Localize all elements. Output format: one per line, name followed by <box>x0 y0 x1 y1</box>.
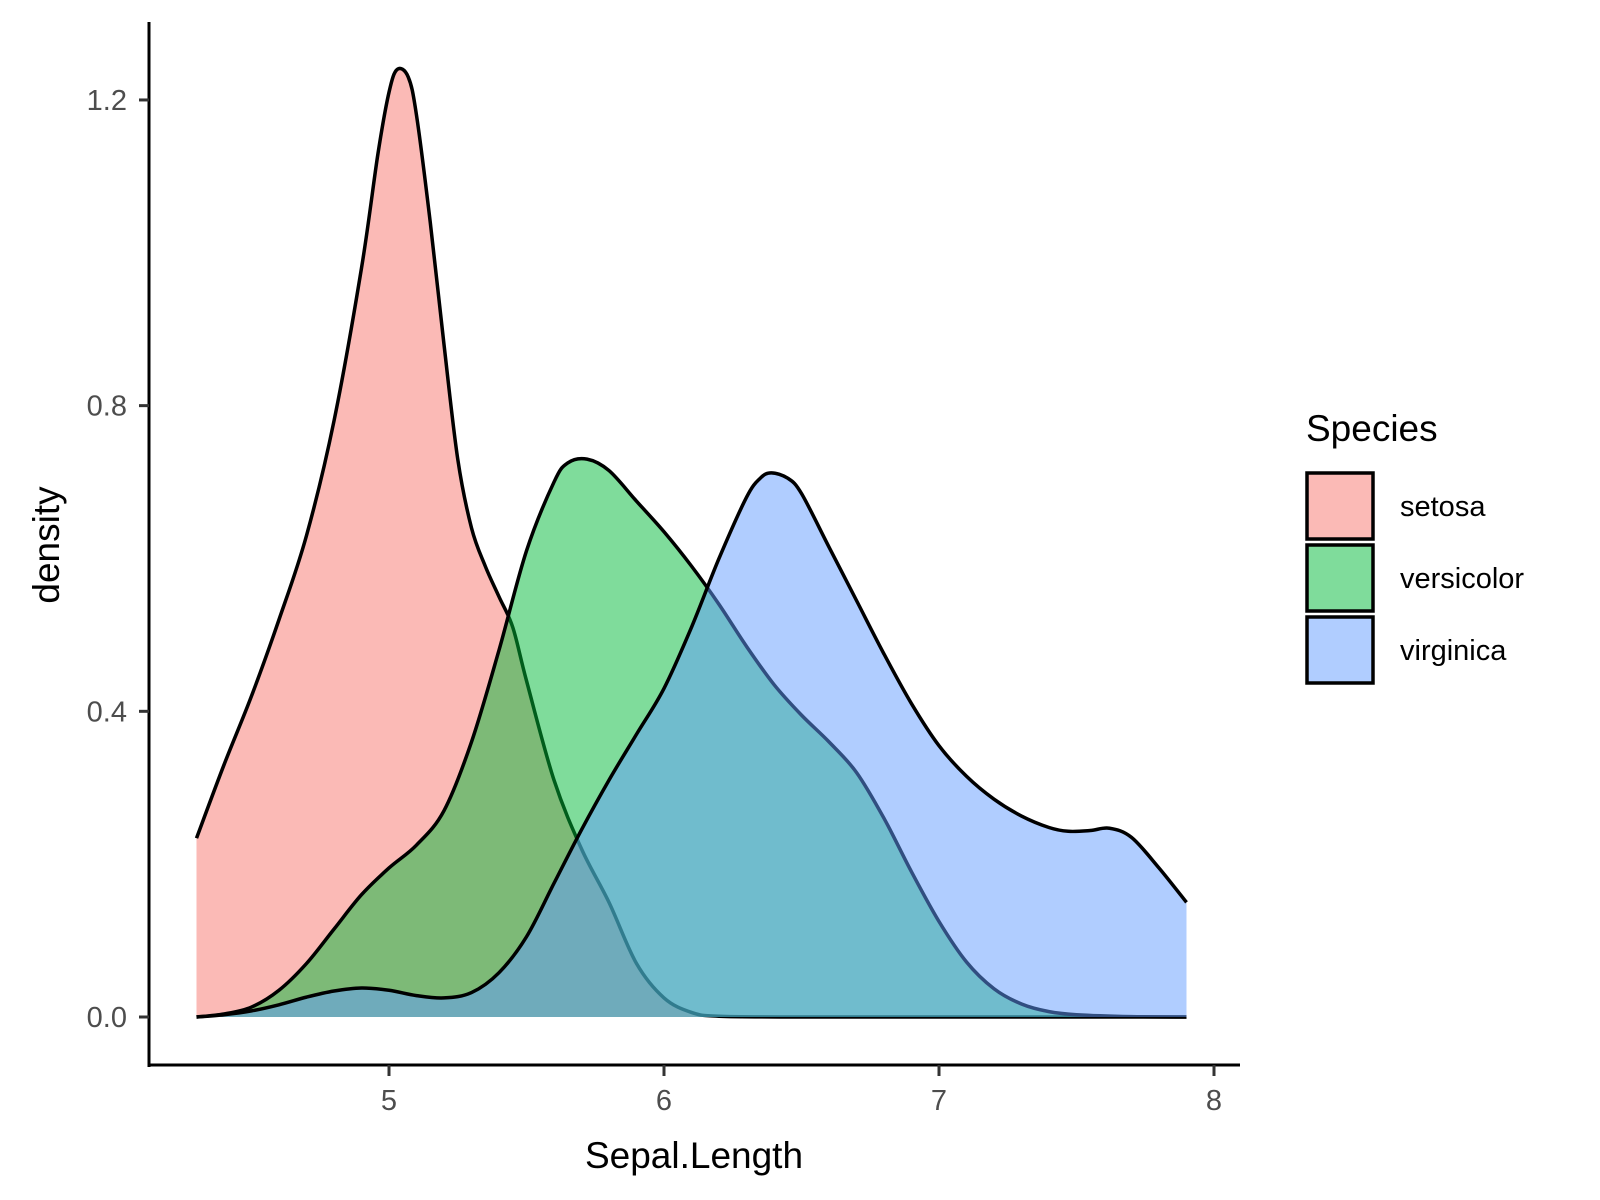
y-axis-ticks: 0.0 0.4 0.8 1.2 <box>87 85 149 1034</box>
density-area-setosa <box>196 68 1187 1018</box>
x-axis-title: Sepal.Length <box>585 1135 803 1176</box>
x-axis-ticks: 5 6 7 8 <box>381 1065 1222 1117</box>
x-tick-label: 5 <box>381 1085 397 1117</box>
legend-label-versicolor: versicolor <box>1400 563 1524 595</box>
y-axis-title: density <box>26 486 67 604</box>
y-tick-label: 0.4 <box>87 696 127 728</box>
x-tick-label: 6 <box>656 1085 672 1117</box>
x-tick-label: 7 <box>931 1085 947 1117</box>
x-tick-label: 8 <box>1206 1085 1222 1117</box>
density-curve-virginica <box>196 471 1188 1019</box>
legend-item-versicolor: versicolor <box>1305 543 1524 613</box>
legend-title: Species <box>1306 408 1438 449</box>
legend-key-virginica <box>1305 615 1375 685</box>
legend-key-setosa <box>1305 471 1375 541</box>
legend-item-setosa: setosa <box>1305 471 1486 541</box>
density-areas <box>194 66 1188 1019</box>
y-tick-label: 1.2 <box>87 85 127 117</box>
legend-label-virginica: virginica <box>1400 635 1507 667</box>
legend: Species setosa versicolor virginica <box>1305 408 1524 685</box>
y-tick-label: 0.0 <box>87 1002 127 1034</box>
legend-label-setosa: setosa <box>1400 491 1486 523</box>
legend-key-versicolor <box>1305 543 1375 613</box>
density-area-virginica <box>196 472 1187 1017</box>
legend-item-virginica: virginica <box>1305 615 1507 685</box>
y-tick-label: 0.8 <box>87 391 127 423</box>
